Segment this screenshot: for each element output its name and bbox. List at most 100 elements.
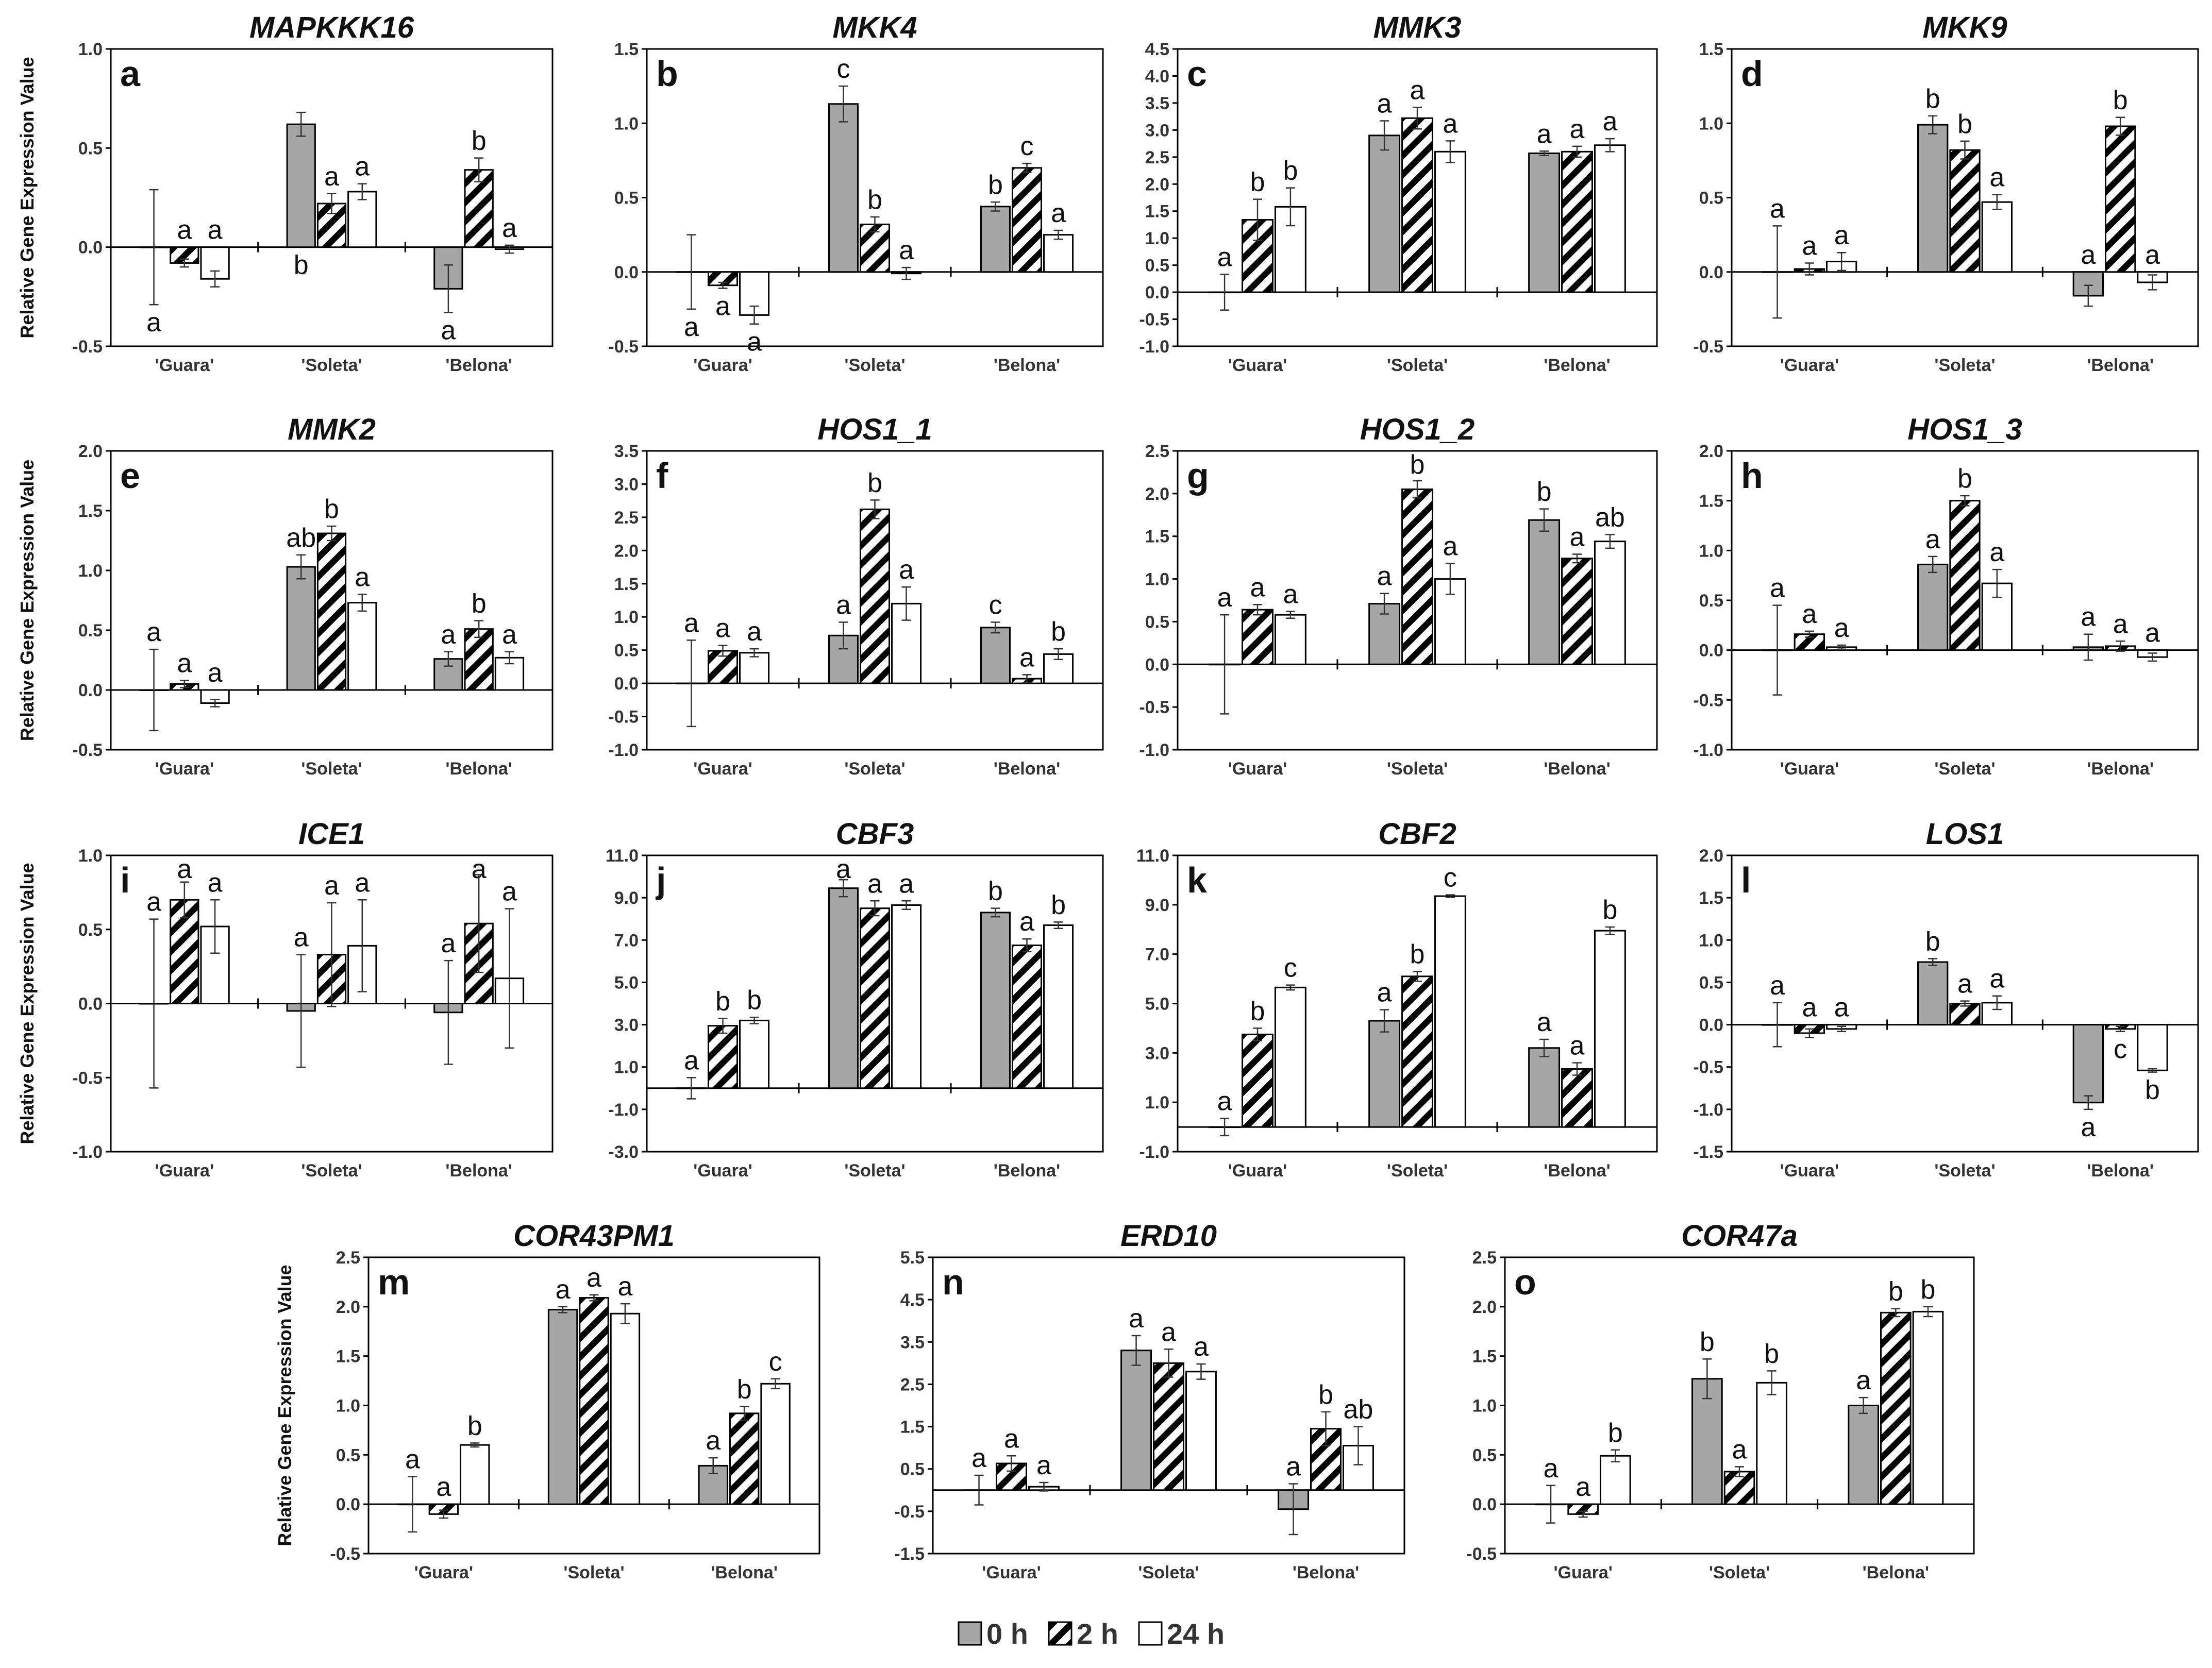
y-tick-label: 1.5	[1699, 40, 1723, 59]
significance-letter: a	[1129, 1304, 1144, 1334]
x-category-label: 'Soleta'	[1934, 1161, 1995, 1181]
significance-letter: a	[684, 1046, 699, 1075]
y-tick-label: 0.0	[614, 263, 639, 282]
y-tick-label: -0.5	[72, 337, 103, 357]
x-category-label: 'Soleta'	[301, 1161, 362, 1181]
significance-letter: a	[586, 1263, 601, 1293]
legend-item-24h: 24 h	[1138, 1618, 1225, 1650]
bar-0h	[828, 103, 859, 273]
chart-panel-m: -0.50.00.51.01.52.02.5'Guara'aab'Soleta'…	[274, 1219, 820, 1582]
significance-letter: a	[1537, 119, 1552, 149]
bar-2h	[579, 1297, 609, 1505]
y-tick-label: -0.5	[72, 740, 103, 760]
significance-letter: a	[1802, 993, 1817, 1023]
x-category-label: 'Soleta'	[1709, 1563, 1770, 1582]
bar-0h	[286, 566, 316, 691]
plot-frame	[1731, 854, 2199, 1153]
y-tick-label: -0.5	[330, 1544, 360, 1564]
chart-panel-a: -0.50.00.51.0'Guara'aa a'Soleta'ba a'Belon…	[16, 11, 554, 375]
y-tick-label: -0.5	[608, 337, 639, 357]
x-category-label: 'Soleta'	[1387, 1161, 1448, 1181]
y-tick-label: 0.0	[78, 681, 103, 700]
significance-letter: a	[1443, 532, 1457, 562]
legend-swatch	[958, 1621, 982, 1646]
chart-panel-g: -1.0-0.50.00.51.01.52.02.5'Guara'a a a'Sol…	[1139, 413, 1658, 779]
y-tick-label: -0.5	[1693, 690, 1723, 710]
significance-letter: c	[1284, 953, 1297, 983]
legend-label: 2 h	[1077, 1618, 1118, 1650]
significance-letter: a	[2145, 618, 2160, 648]
x-category-label: 'Soleta'	[844, 1161, 905, 1181]
significance-letter: a	[208, 658, 223, 688]
y-tick-label: 2.0	[1145, 484, 1169, 504]
significance-letter: a	[405, 1445, 420, 1475]
panel-letter: j	[655, 860, 666, 900]
y-tick-label: 0.5	[78, 920, 103, 940]
bar-24h	[1594, 541, 1626, 665]
bar-2h	[1723, 1471, 1755, 1505]
y-tick-label: -1.0	[608, 1100, 639, 1120]
significance-letter: ab	[1595, 502, 1625, 532]
significance-letter: a	[1194, 1332, 1209, 1362]
significance-letter: b	[1051, 890, 1066, 920]
x-category-label: 'Belona'	[445, 356, 512, 375]
y-tick-label: 0.5	[614, 641, 639, 661]
significance-letter: a	[2113, 609, 2128, 639]
bar-2h	[1561, 150, 1593, 293]
y-tick-label: 1.5	[336, 1347, 360, 1367]
panel-letter: k	[1187, 860, 1207, 900]
bar-0h	[980, 206, 1011, 273]
y-tick-label: -0.5	[608, 707, 639, 727]
y-tick-label: 9.0	[1145, 896, 1169, 915]
y-tick-label: 1.0	[1145, 570, 1169, 589]
y-tick-label: 11.0	[606, 846, 639, 866]
significance-letter: a	[715, 291, 730, 321]
y-axis-label: Relative Gene Expression Value	[274, 1265, 295, 1546]
y-tick-label: -0.5	[1466, 1544, 1497, 1564]
y-tick-label: 0.5	[336, 1445, 360, 1465]
bar-2h	[1242, 1033, 1273, 1128]
chart-panel-f: -1.0 -0.5 0.0 0.5 1.0 1.5 2.0 2.5 3.0 3.5 'Guara' a…	[608, 413, 1104, 779]
significance-letter: a	[1283, 580, 1298, 610]
significance-letter: b	[867, 185, 882, 215]
y-tick-label: -1.5	[1693, 1142, 1723, 1162]
bar-24h	[460, 1444, 490, 1505]
y-tick-label: -1.0	[1139, 337, 1169, 357]
significance-letter: a	[1957, 969, 1972, 999]
plot-frame	[110, 450, 554, 751]
significance-letter: b	[294, 250, 309, 280]
significance-letter: c	[2114, 1035, 2127, 1065]
chart-panel-c: -1.0 -0.5 0.0 0.5 1.0 1.5 2.0 2.5 3.0 3.5 4.0 4.5 'G…	[1139, 11, 1658, 375]
x-category-label: 'Soleta'	[1387, 759, 1448, 779]
x-category-label: 'Soleta'	[563, 1563, 624, 1582]
y-tick-label: 0.0	[1699, 1016, 1723, 1035]
significance-letter: b	[1283, 156, 1298, 186]
y-tick-label: 0.5	[1145, 612, 1169, 632]
significance-letter: a	[502, 877, 517, 907]
plot-frame	[646, 450, 1104, 751]
legend-item-2h: 2 h	[1048, 1618, 1118, 1650]
chart-title: COR47a	[1681, 1219, 1798, 1253]
y-tick-label: 1.0	[78, 846, 103, 866]
significance-letter: a	[1286, 1452, 1301, 1481]
bar-0h	[1120, 1350, 1152, 1491]
chart-panel-n: -1.5-0.50.51.52.53.54.55.5'Guara'aaa'Sol…	[894, 1219, 1405, 1582]
significance-letter: a	[1834, 221, 1849, 250]
y-tick-label: 1.5	[1472, 1347, 1497, 1367]
significance-letter: a	[2145, 240, 2160, 270]
y-tick-label: 1.0	[1145, 229, 1169, 248]
bar-0h	[1917, 961, 1949, 1026]
bar-24h	[760, 1383, 791, 1505]
y-tick-label: 1.5	[1145, 527, 1169, 547]
x-category-label: 'Belona'	[1544, 356, 1611, 375]
x-category-label: 'Belona'	[1863, 1563, 1930, 1582]
bar-2h	[859, 907, 891, 1089]
significance-letter: a	[1770, 574, 1785, 603]
y-tick-label: 5.0	[614, 973, 639, 992]
bar-2h	[1401, 488, 1433, 665]
y-tick-label: -1.0	[1693, 740, 1723, 760]
y-tick-label: -1.0	[1139, 740, 1169, 760]
y-tick-label: 0.0	[1699, 641, 1723, 661]
significance-letter: b	[1250, 996, 1265, 1026]
plot-frame	[1177, 48, 1658, 347]
